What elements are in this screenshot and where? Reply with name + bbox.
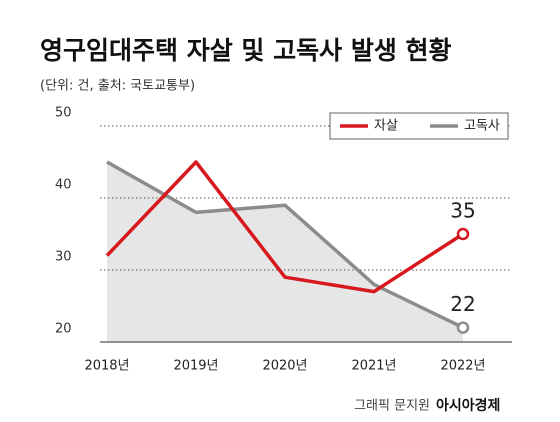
y-tick-label: 20 xyxy=(55,322,72,337)
legend-label: 자살 xyxy=(374,119,398,134)
y-tick-label: 40 xyxy=(55,178,72,193)
end-marker xyxy=(456,321,470,334)
legend-label: 고독사 xyxy=(464,119,500,134)
x-tick-label: 2022년 xyxy=(440,359,485,374)
series-line xyxy=(105,160,464,294)
x-tick-label: 2021년 xyxy=(351,359,396,374)
brand: 아시아경제 xyxy=(436,397,500,414)
end-marker xyxy=(456,227,470,241)
y-tick-label: 50 xyxy=(55,106,72,121)
area xyxy=(107,162,463,342)
x-tick-label: 2018년 xyxy=(84,359,129,374)
chart-title: 영구임대주택 자살 및 고독사 발생 현황 xyxy=(40,36,452,65)
chart-subtitle: (단위: 건, 출처: 국토교통부) xyxy=(40,79,195,94)
x-tick-label: 2019년 xyxy=(173,359,218,374)
credit: 그래픽 문지원 xyxy=(354,399,430,414)
x-tick-label: 2020년 xyxy=(262,359,307,374)
y-tick-label: 30 xyxy=(55,250,72,265)
data-label: 22 xyxy=(450,292,475,316)
data-label: 35 xyxy=(450,199,475,223)
